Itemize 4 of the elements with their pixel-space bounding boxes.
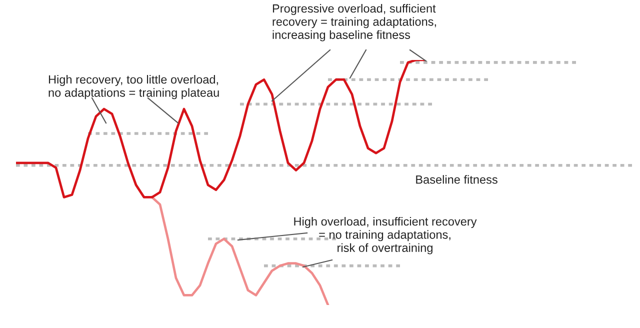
annotation: High overload, insufficient recovery = no training adaptations, risk of overtraining xyxy=(294,217,477,254)
text: Progressive overload, sufficient recovery = training adaptations, increasing baseline fitness xyxy=(272,4,436,42)
ref-line-label: Baseline fitness xyxy=(416,175,498,184)
annotation: High recovery, too little overload, no adaptations = training plateau xyxy=(48,75,219,100)
